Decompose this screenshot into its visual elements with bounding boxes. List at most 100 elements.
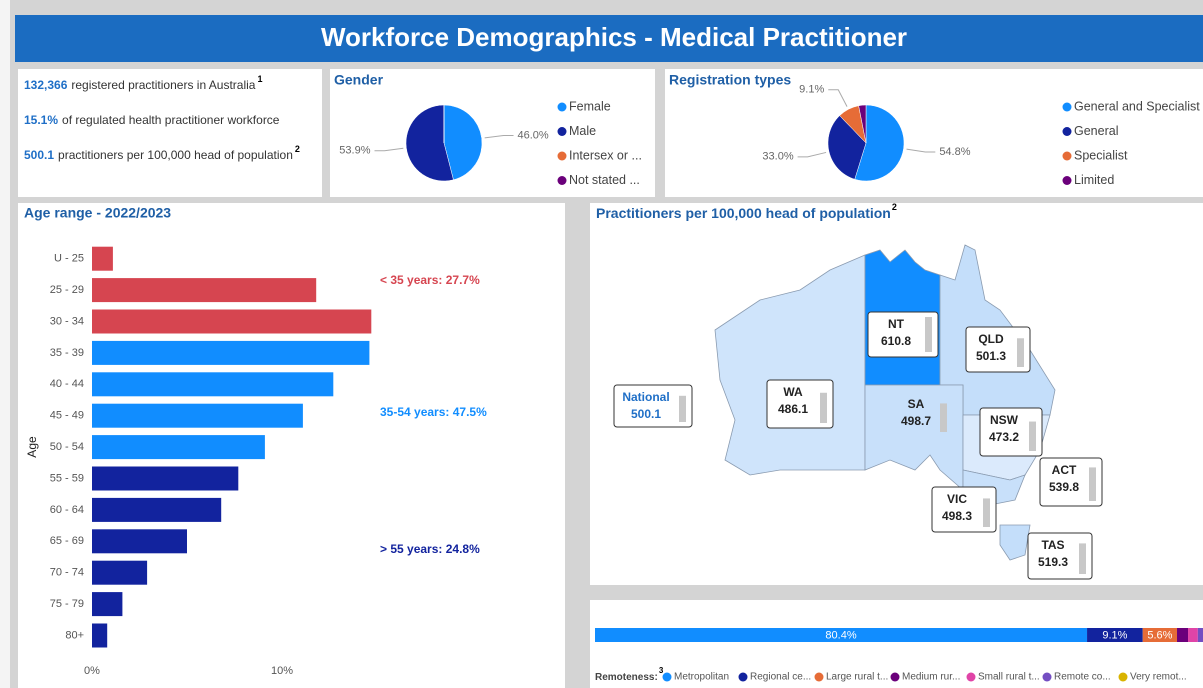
region-box bbox=[766, 379, 834, 429]
bar bbox=[92, 340, 370, 365]
region-box bbox=[1039, 457, 1103, 507]
region-bar bbox=[820, 392, 827, 423]
slice-label: 9.1% bbox=[799, 84, 824, 96]
bar bbox=[92, 278, 317, 303]
bar-segment bbox=[1188, 628, 1198, 642]
legend-dot bbox=[1042, 672, 1052, 682]
region-value: 473.2 bbox=[989, 430, 1019, 444]
region-bar bbox=[679, 395, 686, 422]
region-value: 498.7 bbox=[901, 414, 931, 428]
kpi-note: 1 bbox=[257, 74, 262, 84]
legend-label: Female bbox=[569, 99, 611, 113]
region-value: 539.8 bbox=[1049, 480, 1079, 494]
legend-label: Metropolitan bbox=[674, 672, 729, 683]
legend-dot bbox=[890, 672, 900, 682]
legend-dot bbox=[557, 127, 567, 136]
kpi-line: 132,366 registered practitioners in Austr… bbox=[24, 74, 263, 92]
region-name: VIC bbox=[947, 492, 967, 506]
legend-dot bbox=[1062, 176, 1072, 185]
header-title: Workforce Demographics - Medical Practit… bbox=[321, 22, 907, 52]
pie-slice bbox=[405, 104, 454, 182]
legend-dot bbox=[1062, 151, 1072, 161]
kpi-line: 500.1 practitioners per 100,000 head of p… bbox=[24, 144, 300, 162]
kpi-value: 132,366 bbox=[24, 78, 68, 92]
tas-shape bbox=[999, 524, 1031, 561]
bar-segment bbox=[1177, 628, 1189, 642]
gender-panel bbox=[330, 69, 655, 197]
y-tick-label: U - 25 bbox=[54, 253, 84, 265]
pie-slice bbox=[827, 115, 867, 180]
bar bbox=[92, 403, 303, 428]
panel-title: Practitioners per 100,000 head of popula… bbox=[596, 202, 897, 220]
region-name: WA bbox=[783, 385, 803, 399]
y-tick-label: 25 - 29 bbox=[50, 284, 84, 296]
y-tick-label: 40 - 44 bbox=[50, 378, 84, 390]
bar bbox=[92, 560, 148, 585]
region-value: 500.1 bbox=[631, 407, 661, 421]
x-tick-label: 10% bbox=[271, 665, 293, 677]
kpi-panel bbox=[18, 69, 322, 197]
y-tick-label: 80+ bbox=[65, 629, 84, 641]
leader-line bbox=[797, 151, 827, 158]
region-value: 610.8 bbox=[881, 334, 911, 348]
legend-dot bbox=[557, 102, 567, 112]
region-bar bbox=[1079, 543, 1086, 574]
region-value: 501.3 bbox=[976, 349, 1006, 363]
legend-label: Specialist bbox=[1074, 148, 1128, 162]
header-bar bbox=[15, 15, 1203, 62]
legend-label: Limited bbox=[1074, 173, 1114, 187]
legend-dot bbox=[814, 672, 824, 682]
legend-dot bbox=[1062, 102, 1072, 112]
kpi-value: 15.1% bbox=[24, 113, 58, 127]
slice-label: 33.0% bbox=[762, 151, 793, 163]
legend-label: Very remot... bbox=[1130, 672, 1187, 683]
panel-title: Registration types bbox=[669, 72, 791, 88]
bar bbox=[92, 497, 222, 522]
region-box bbox=[931, 486, 997, 533]
region-name: SA bbox=[908, 397, 925, 411]
legend-label: Large rural t... bbox=[826, 672, 888, 683]
legend-dot bbox=[738, 672, 748, 682]
bar-segment bbox=[1087, 628, 1143, 642]
kpi-text: practitioners per 100,000 head of popula… bbox=[58, 148, 293, 162]
region-bar bbox=[925, 317, 932, 352]
map-title-text: Practitioners per 100,000 head of popula… bbox=[596, 205, 891, 221]
y-tick-label: 45 - 49 bbox=[50, 410, 84, 422]
legend-title: Remoteness:3 bbox=[595, 666, 664, 683]
region-value: 498.3 bbox=[942, 509, 972, 523]
annotation: > 55 years: 24.8% bbox=[380, 542, 480, 556]
slice-label: 53.9% bbox=[339, 145, 370, 157]
kpi-note: 2 bbox=[295, 144, 300, 154]
annotation: 35-54 years: 47.5% bbox=[380, 405, 487, 419]
segment-label: 9.1% bbox=[1102, 629, 1127, 641]
region-name: NSW bbox=[990, 413, 1019, 427]
region-bar bbox=[1017, 338, 1024, 367]
y-tick-label: 30 - 34 bbox=[50, 315, 84, 327]
legend-dot bbox=[557, 151, 567, 161]
legend-label: Male bbox=[569, 124, 596, 138]
segment-label: 80.4% bbox=[825, 629, 856, 641]
legend-label: Not stated ... bbox=[569, 173, 640, 187]
legend-label: Small rural t... bbox=[978, 672, 1040, 683]
bar bbox=[92, 309, 372, 334]
bar bbox=[92, 246, 113, 271]
region-box bbox=[1027, 532, 1093, 580]
region-value: 486.1 bbox=[778, 402, 808, 416]
region-value: 519.3 bbox=[1038, 555, 1068, 569]
region-name: NT bbox=[888, 317, 905, 331]
bar bbox=[92, 623, 108, 648]
bar bbox=[92, 466, 239, 491]
kpi-text: registered practitioners in Australia bbox=[71, 78, 255, 92]
region-name: QLD bbox=[978, 332, 1004, 346]
region-name: TAS bbox=[1041, 538, 1064, 552]
bar-segment bbox=[595, 628, 1088, 642]
legend-title-text: Remoteness: bbox=[595, 672, 658, 683]
bar-segment bbox=[1142, 628, 1178, 642]
kpi-value: 500.1 bbox=[24, 148, 54, 162]
y-tick-label: 55 - 59 bbox=[50, 472, 84, 484]
region-bar bbox=[1029, 421, 1036, 451]
bar bbox=[92, 435, 265, 460]
region-box bbox=[965, 326, 1031, 373]
y-tick-label: 60 - 64 bbox=[50, 504, 84, 516]
